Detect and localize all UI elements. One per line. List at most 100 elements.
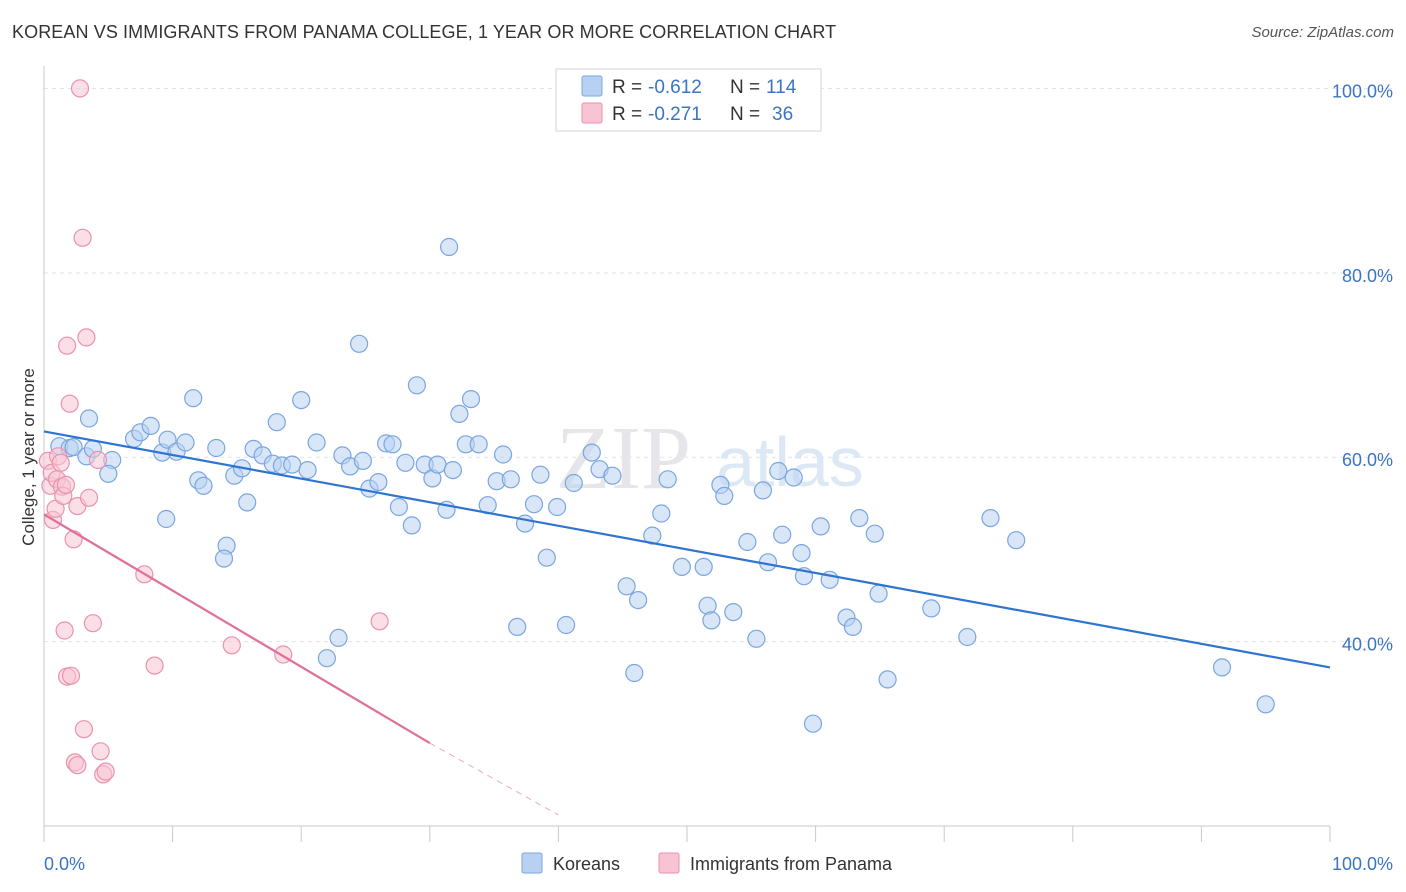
korean-point-105: [958, 627, 977, 647]
korean-point-101: [865, 524, 884, 543]
korean-point-107: [1007, 531, 1026, 550]
korean-point-43: [383, 435, 402, 454]
watermark-zip: ZIP: [556, 409, 691, 508]
korean-point-28: [267, 413, 286, 432]
watermark-atlas: atlas: [716, 423, 864, 501]
korean-point-56: [469, 435, 488, 454]
panama-point-25: [83, 614, 103, 633]
panama-point-31: [145, 656, 164, 675]
korean-point-68: [564, 473, 583, 493]
korean-point-14: [176, 433, 195, 452]
series-panama-points: [38, 79, 389, 784]
bottom-legend: Koreans Immigrants from Panama: [521, 852, 893, 874]
legend-n-value-1: 36: [772, 104, 793, 125]
panama-point-27: [91, 742, 110, 761]
korean-point-84: [715, 486, 734, 505]
source-credit: Source: ZipAtlas.com: [1251, 24, 1394, 41]
panama-point-26: [88, 450, 108, 470]
chart-title: KOREAN VS IMMIGRANTS FROM PANAMA COLLEGE…: [12, 22, 837, 42]
trend-line-panama: [43, 513, 431, 744]
legend-n-value-0: 114: [766, 77, 797, 98]
korean-point-33: [307, 433, 326, 452]
korean-point-38: [350, 334, 369, 353]
panama-point-32: [222, 636, 241, 655]
korean-point-32: [298, 461, 317, 480]
y-tick-label-3: 100.0%: [1332, 81, 1393, 101]
korean-point-47: [407, 376, 426, 395]
korean-point-87: [747, 629, 766, 648]
x-tick-label-1: 100.0%: [1332, 854, 1393, 874]
korean-point-92: [784, 468, 803, 487]
korean-point-100: [850, 508, 869, 528]
korean-point-41: [369, 473, 388, 492]
legend: R = -0.612 N = 114 R = -0.271 N = 36: [555, 68, 822, 132]
korean-point-44: [389, 497, 408, 517]
panama-point-11: [56, 475, 76, 494]
korean-point-64: [531, 465, 550, 484]
legend-r-label-0: R =: [612, 77, 647, 98]
korean-point-85: [724, 602, 743, 622]
panama-point-10: [55, 621, 74, 640]
panama-point-21: [73, 228, 92, 247]
korean-point-50: [428, 455, 447, 474]
y-axis-label: College, 1 year or more: [19, 368, 38, 546]
korean-point-7: [99, 464, 118, 483]
korean-point-72: [603, 466, 622, 485]
legend-n-label-1: N =: [730, 104, 765, 125]
korean-point-75: [628, 590, 648, 610]
bottom-legend-swatch-koreans: [521, 852, 543, 874]
korean-point-91: [773, 525, 792, 544]
korean-point-109: [1256, 695, 1275, 714]
legend-r-label-1: R =: [612, 104, 647, 125]
korean-point-16: [184, 389, 203, 408]
bottom-legend-panama: Immigrants from Panama: [690, 854, 893, 874]
panama-point-20: [70, 79, 90, 98]
korean-point-102: [869, 584, 888, 603]
korean-point-18: [194, 476, 213, 495]
watermark: ZIP atlas: [556, 409, 864, 508]
panama-point-7: [51, 453, 70, 472]
series-koreans-points: [50, 237, 1275, 733]
korean-point-74: [625, 663, 644, 683]
panama-point-29: [96, 762, 115, 781]
bottom-legend-koreans: Koreans: [553, 854, 620, 874]
y-tick-label-1: 60.0%: [1342, 450, 1393, 470]
panama-point-19: [68, 756, 87, 775]
korean-point-66: [547, 497, 567, 517]
y-tick-label-0: 40.0%: [1342, 635, 1393, 655]
korean-point-15: [157, 509, 176, 529]
korean-point-46: [402, 516, 421, 535]
korean-point-93: [792, 543, 811, 563]
korean-point-96: [811, 517, 830, 536]
korean-point-31: [292, 391, 311, 410]
legend-r-value-1: -0.271: [648, 104, 702, 125]
korean-point-59: [494, 445, 513, 464]
korean-point-53: [450, 404, 469, 423]
grid-lines: [44, 87, 1395, 643]
panama-point-34: [370, 612, 389, 631]
panama-point-24: [79, 488, 99, 507]
panama-point-23: [77, 328, 96, 347]
korean-point-108: [1212, 658, 1232, 677]
trend-line-panama-extension: [429, 742, 559, 816]
korean-point-61: [508, 617, 527, 637]
korean-point-4: [79, 409, 99, 428]
korean-point-55: [461, 390, 481, 409]
legend-n-label-0: N =: [730, 77, 765, 98]
korean-point-35: [329, 628, 348, 648]
x-tick-labels: 0.0% 100.0%: [44, 854, 1393, 874]
legend-swatch-koreans: [581, 75, 603, 97]
korean-point-103: [878, 670, 897, 689]
panama-point-22: [74, 720, 94, 739]
korean-point-30: [283, 455, 302, 474]
korean-point-21: [214, 549, 234, 568]
x-tick-label-0: 0.0%: [44, 854, 85, 874]
korean-point-2: [64, 438, 83, 457]
korean-point-80: [694, 557, 713, 577]
korean-point-10: [141, 416, 160, 435]
panama-point-15: [61, 666, 81, 685]
panama-point-16: [64, 530, 83, 549]
axes: [43, 66, 1331, 842]
korean-point-67: [556, 615, 576, 635]
korean-point-19: [207, 438, 226, 458]
